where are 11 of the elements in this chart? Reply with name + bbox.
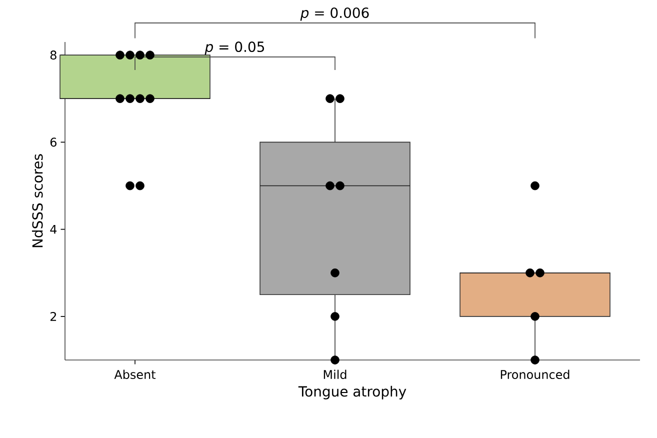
- y-tick-label: 8: [50, 50, 56, 60]
- text: p = 0.006: [300, 7, 369, 21]
- y-tick-label: 6: [50, 138, 56, 147]
- x-tick-label: Absent: [114, 370, 156, 380]
- annotation: p = 0.05: [204, 41, 264, 55]
- x-tick-label: Mild: [324, 370, 346, 380]
- y-tick-label: 2: [50, 312, 56, 321]
- x-axis-title: Tongue atrophy: [298, 386, 406, 400]
- y-axis-title: NdSSS scores: [32, 154, 43, 248]
- x-tick-label: Pronounced: [500, 370, 570, 380]
- y-tick-label: 4: [50, 224, 57, 234]
